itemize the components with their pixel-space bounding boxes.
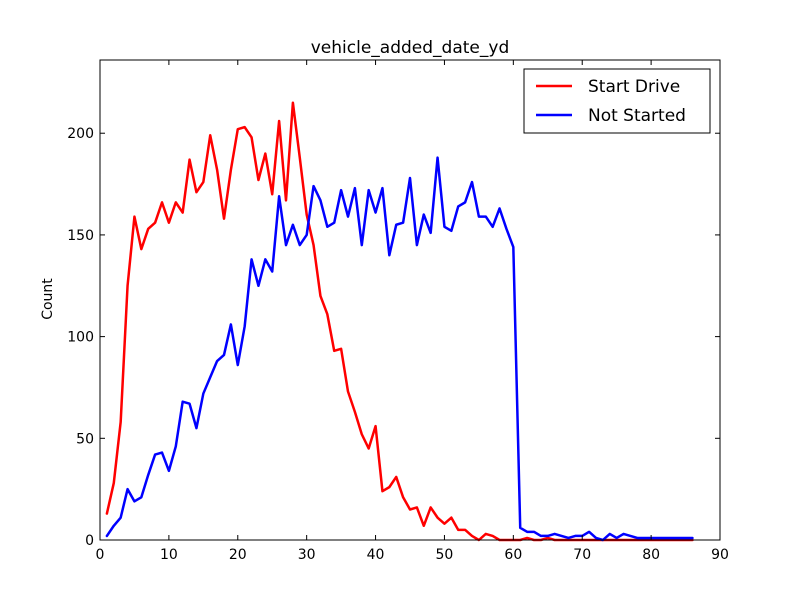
legend-box bbox=[523, 68, 711, 134]
x-tick-label: 50 bbox=[436, 547, 454, 563]
x-tick-label: 60 bbox=[504, 547, 522, 563]
y-tick-label: 50 bbox=[76, 431, 94, 447]
y-tick-label: 0 bbox=[85, 533, 94, 549]
x-tick-label: 80 bbox=[642, 547, 660, 563]
y-tick-label: 100 bbox=[67, 330, 94, 346]
x-tick-label: 10 bbox=[160, 547, 178, 563]
chart-title: vehicle_added_date_yd bbox=[311, 38, 509, 58]
x-tick-label: 90 bbox=[711, 547, 729, 563]
y-tick-label: 200 bbox=[67, 126, 94, 142]
legend: Start Drive Not Started bbox=[523, 68, 711, 134]
legend-label-2: Not Started bbox=[588, 106, 686, 126]
x-tick-label: 40 bbox=[367, 547, 385, 563]
legend-label-1: Start Drive bbox=[588, 77, 680, 97]
x-tick-label: 70 bbox=[573, 547, 591, 563]
axis-ticks: 0 10 20 30 40 50 60 70 80 90 0 50 100 150 200 bbox=[67, 60, 729, 563]
y-axis-label: Count bbox=[40, 278, 56, 320]
x-tick-label: 30 bbox=[298, 547, 316, 563]
plot-frame bbox=[99, 59, 721, 541]
y-tick-label: 150 bbox=[67, 228, 94, 244]
x-tick-label: 20 bbox=[229, 547, 247, 563]
x-tick-label: 0 bbox=[96, 547, 105, 563]
series-line-2 bbox=[105, 156, 694, 542]
